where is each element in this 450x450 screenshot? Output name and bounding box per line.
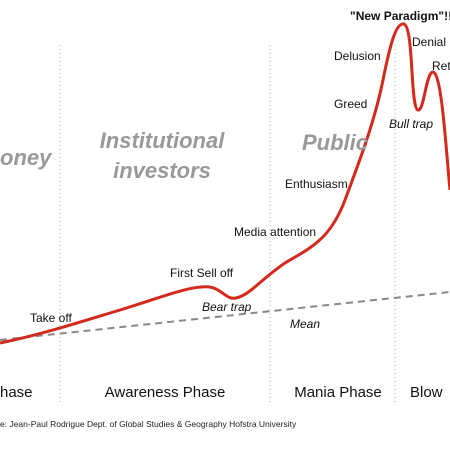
- source: e: Jean-Paul Rodrigue Dept. of Global St…: [0, 419, 297, 429]
- annotation: Bear trap: [202, 300, 252, 314]
- annotation: Bull trap: [389, 117, 433, 131]
- price-curve: [0, 22, 450, 345]
- annotation: Denial: [412, 35, 446, 49]
- annotation: Mean: [290, 317, 320, 331]
- annotation: First Sell off: [170, 266, 234, 280]
- annotation: Delusion: [334, 49, 381, 63]
- zone-label: Institutional: [100, 128, 226, 153]
- zone-label: Public: [302, 130, 368, 155]
- annotation: Take off: [30, 311, 72, 325]
- zone-label: oney: [0, 145, 53, 170]
- phase-label: Blow: [410, 384, 443, 401]
- mean-line: [0, 291, 450, 341]
- phase-label: Mania Phase: [294, 384, 382, 401]
- annotation: Greed: [334, 97, 367, 111]
- annotation: Ret: [432, 59, 450, 73]
- annotation: Media attention: [234, 225, 316, 239]
- annotation: "New Paradigm"!!: [350, 9, 450, 23]
- annotation: Enthusiasm: [285, 177, 348, 191]
- phase-label: Awareness Phase: [105, 384, 226, 401]
- phase-label: hase: [0, 384, 33, 401]
- phase-dividers: [59, 45, 396, 405]
- zone-label: investors: [113, 158, 211, 183]
